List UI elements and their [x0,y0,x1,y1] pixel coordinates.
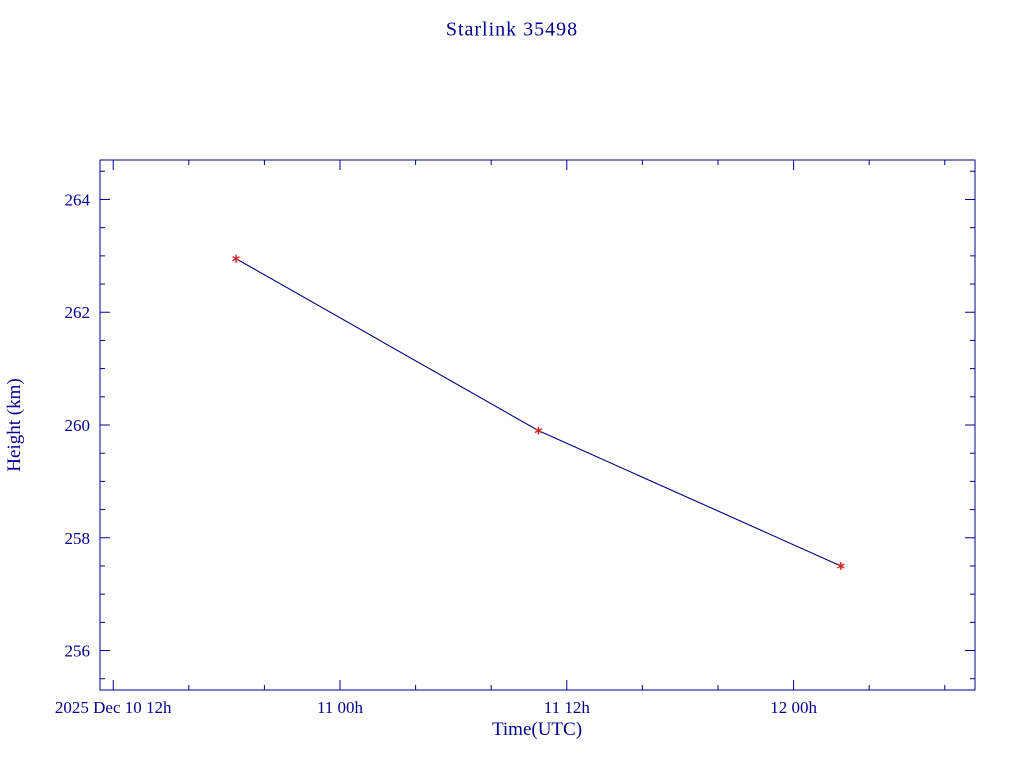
height-line [235,258,842,567]
plot-border [99,159,976,691]
x-tick-label: 11 12h [544,698,591,717]
x-tick-label: 11 00h [317,698,364,717]
y-tick-label: 264 [65,190,91,209]
y-tick-label: 256 [65,642,91,661]
data-point-marker [837,563,845,569]
data-point-marker [534,428,543,434]
y-tick-label: 262 [65,303,91,322]
data-point-marker [232,256,240,262]
x-axis-label: Time(UTC) [491,719,583,740]
chart-title: Starlink 35498 [445,18,579,41]
y-tick-label: 260 [65,416,91,435]
y-tick-label: 258 [65,529,91,548]
x-tick-label: 2025 Dec 10 12h [55,698,172,717]
x-tick-label: 12 00h [770,698,817,717]
